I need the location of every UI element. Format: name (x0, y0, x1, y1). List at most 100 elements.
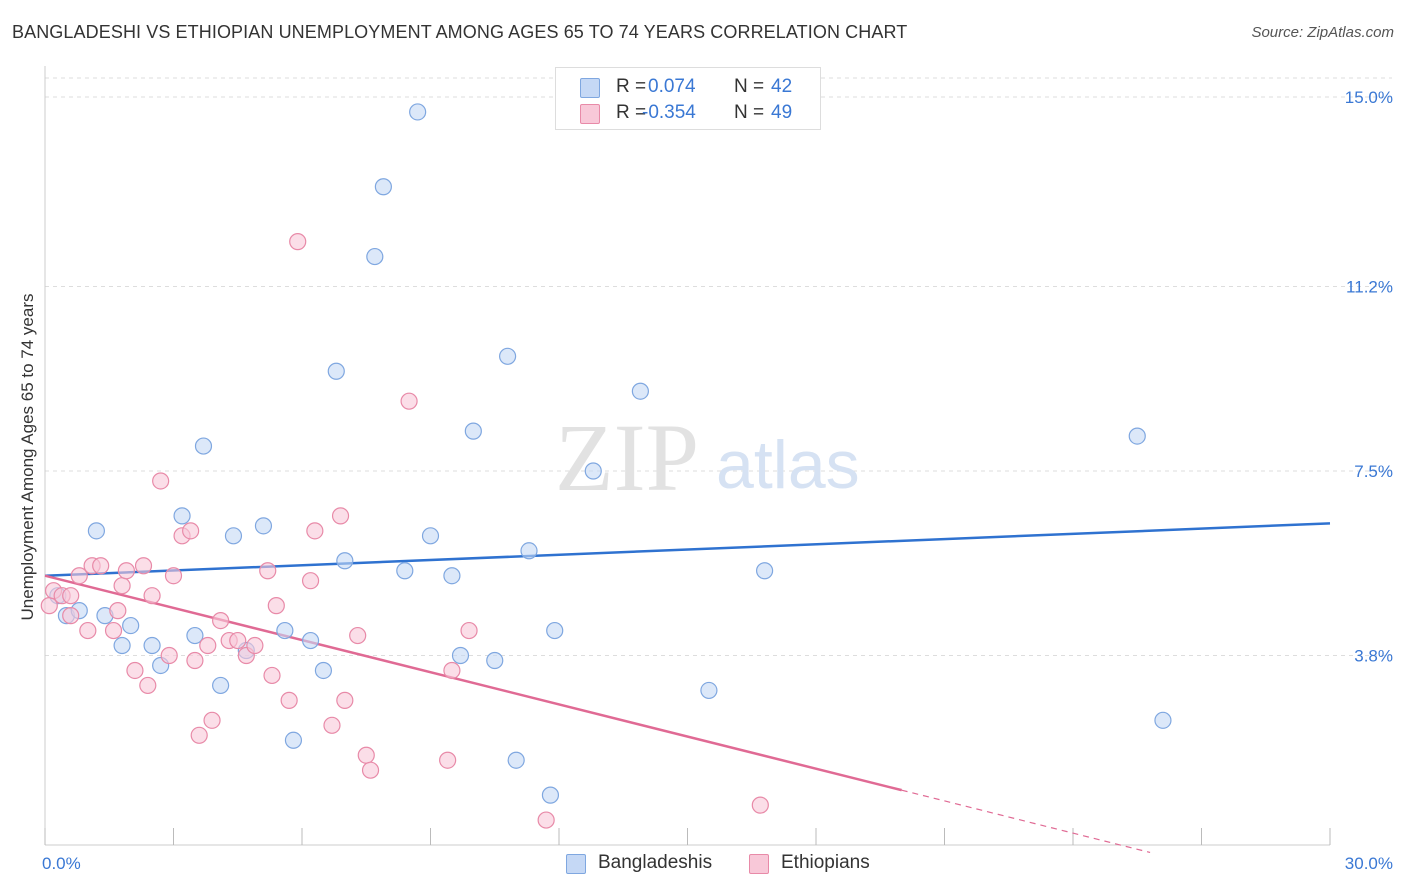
watermark-zip: ZIP (555, 404, 699, 511)
watermark-atlas: atlas (716, 427, 860, 503)
point-bangladeshi (584, 462, 602, 480)
y-tick-label: 15.0% (1345, 88, 1393, 107)
point-bangladeshi (336, 552, 354, 570)
pink-r-value: -0.354 (642, 102, 696, 123)
point-bangladeshi (631, 382, 649, 400)
point-ethiopian (246, 636, 264, 655)
point-ethiopian (331, 507, 350, 525)
tick-labels: 3.8% 7.5% 11.2% 15.0% 0.0% 30.0% (42, 88, 1393, 873)
point-ethiopian (139, 676, 157, 695)
point-ethiopian (336, 691, 354, 709)
point-bangladeshi (443, 567, 461, 585)
point-bangladeshi (451, 646, 470, 665)
point-ethiopian (134, 557, 153, 575)
point-bangladeshi (314, 661, 333, 680)
trend-lines (44, 522, 1331, 854)
legend-label-ethiopians: Ethiopians (781, 852, 870, 873)
y-tick-label: 7.5% (1354, 462, 1393, 481)
point-bangladeshi (520, 542, 538, 560)
point-ethiopian (460, 621, 478, 640)
point-ethiopian (79, 621, 97, 640)
point-bangladeshi (276, 621, 294, 640)
legend-swatch-pink (749, 854, 769, 874)
x-tick-label: 30.0% (1345, 854, 1393, 873)
point-bangladeshi (254, 517, 273, 535)
point-ethiopian (439, 751, 457, 769)
r-label: R = (616, 102, 647, 123)
point-ethiopian (126, 661, 144, 680)
point-ethiopian (280, 691, 298, 709)
point-bangladeshi (284, 731, 303, 749)
blue-n-value: 42 (771, 76, 793, 97)
point-ethiopian (537, 811, 555, 829)
point-ethiopian (109, 602, 127, 620)
point-bangladeshi (87, 522, 106, 540)
point-bangladeshi (194, 437, 213, 455)
point-bangladeshi (122, 616, 140, 635)
chart-title: BANGLADESHI VS ETHIOPIAN UNEMPLOYMENT AM… (12, 22, 908, 42)
legend-label-bangladeshis: Bangladeshis (598, 852, 713, 873)
point-ethiopian (70, 567, 88, 585)
point-bangladeshi (409, 103, 427, 121)
axes (44, 66, 1331, 846)
point-ethiopian (229, 631, 247, 650)
point-ethiopian (357, 746, 375, 764)
pink-n-value: 49 (771, 102, 793, 123)
point-ethiopian (349, 626, 367, 645)
point-ethiopian (92, 557, 110, 575)
blue-r-value: 0.074 (648, 76, 696, 97)
blue-swatch (580, 78, 600, 98)
point-bangladeshi (212, 676, 230, 695)
point-bangladeshi (755, 562, 774, 580)
trend-line-ethiopians (44, 574, 902, 792)
data-points (40, 103, 1172, 829)
point-ethiopian (323, 716, 341, 734)
point-ethiopian (143, 587, 161, 605)
stats-box: R = 0.074 N = 42 R = -0.354 N = 49 (555, 67, 821, 130)
point-ethiopian (62, 587, 80, 605)
point-bangladeshi (1154, 711, 1172, 729)
y-tick-label: 3.8% (1354, 647, 1393, 666)
point-bangladeshi (327, 362, 345, 380)
r-label: R = (616, 76, 647, 97)
point-bangladeshi (507, 751, 525, 769)
source-label: Source: ZipAtlas.com (1251, 24, 1394, 41)
point-bangladeshi (301, 631, 320, 650)
pink-swatch (580, 104, 600, 124)
point-ethiopian (113, 577, 131, 595)
point-bangladeshi (541, 786, 560, 804)
trend-line-ethiopians-extension (901, 789, 1151, 854)
point-ethiopian (306, 522, 324, 540)
point-ethiopian (212, 611, 230, 630)
point-bangladeshi (224, 527, 243, 545)
point-bangladeshi (396, 562, 414, 580)
point-ethiopian (289, 233, 307, 251)
point-bangladeshi (186, 626, 204, 645)
point-ethiopian (267, 597, 285, 615)
point-bangladeshi (464, 422, 482, 440)
n-label: N = (734, 102, 765, 123)
point-ethiopian (117, 562, 135, 580)
point-ethiopian (361, 761, 380, 779)
point-bangladeshi (173, 507, 191, 525)
point-ethiopian (62, 607, 80, 625)
gridlines (45, 77, 1392, 657)
point-ethiopian (443, 661, 461, 680)
legend: Bangladeshis Ethiopians (0, 852, 1406, 878)
point-bangladeshi (546, 621, 564, 640)
point-bangladeshi (1128, 427, 1146, 445)
point-bangladeshi (486, 651, 504, 670)
point-bangladeshi (113, 636, 131, 655)
point-bangladeshi (499, 347, 517, 365)
y-tick-label: 11.2% (1346, 277, 1393, 296)
x-tick-label: 0.0% (42, 854, 81, 873)
point-bangladeshi (374, 178, 392, 196)
point-bangladeshi (700, 681, 718, 700)
point-ethiopian (751, 796, 769, 814)
y-axis-label: Unemployment Among Ages 65 to 74 years (18, 293, 37, 621)
point-ethiopian (259, 562, 277, 580)
point-ethiopian (104, 621, 123, 640)
point-ethiopian (301, 572, 320, 590)
point-ethiopian (263, 666, 281, 685)
